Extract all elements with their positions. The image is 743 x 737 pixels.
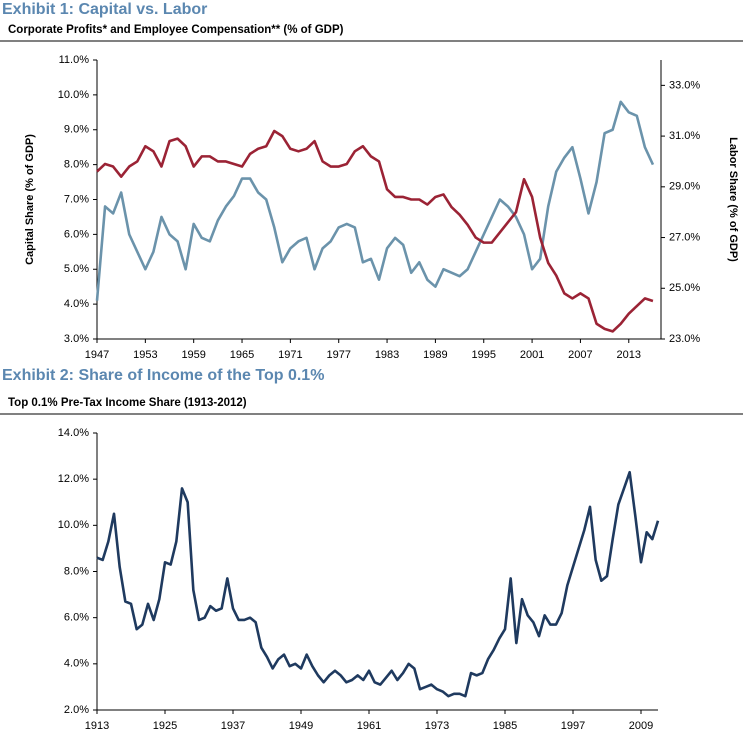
heading: Exhibit 2: Share of Income of the Top 0.… [2, 367, 324, 384]
chart-title: Top 0.1% Pre-Tax Income Share (1913-2012… [8, 397, 247, 409]
x-tick-label: 1961 [357, 720, 381, 732]
x-tick-label: 1973 [425, 720, 449, 732]
x-tick-label: 1925 [153, 720, 177, 732]
x-tick-label: 2009 [629, 720, 653, 732]
y-tick-label: 6.0% [64, 612, 89, 624]
y-tick-label: 9.0% [64, 124, 89, 136]
y2-axis-label: Labor Share (% of GDP) [727, 137, 739, 262]
y-tick-label: 12.0% [58, 473, 89, 485]
y-tick-label: 4.0% [64, 298, 89, 310]
y2-tick-label: 25.0% [669, 282, 700, 294]
y-tick-label: 14.0% [58, 427, 89, 439]
y-tick-label: 3.0% [64, 333, 89, 345]
y-tick-label: 6.0% [64, 228, 89, 240]
y-tick-label: 7.0% [64, 193, 89, 205]
y-tick-label: 4.0% [64, 658, 89, 670]
x-tick-label: 1953 [133, 349, 157, 361]
x-tick-label: 1937 [221, 720, 245, 732]
y-tick-label: 10.0% [58, 89, 89, 101]
y2-tick-label: 33.0% [669, 79, 700, 91]
y-tick-label: 8.0% [64, 159, 89, 171]
chart-title: Corporate Profits* and Employee Compensa… [8, 24, 344, 36]
x-tick-label: 1997 [561, 720, 585, 732]
y-tick-label: 5.0% [64, 263, 89, 275]
data-line [96, 470, 660, 698]
y2-tick-label: 29.0% [669, 181, 700, 193]
x-tick-label: 1947 [85, 349, 109, 361]
data-line [96, 129, 654, 333]
x-tick-label: 1971 [278, 349, 302, 361]
x-tick-label: 2001 [520, 349, 544, 361]
x-tick-label: 1949 [289, 720, 313, 732]
x-tick-label: 1977 [326, 349, 350, 361]
x-tick-label: 1995 [472, 349, 496, 361]
heading: Exhibit 1: Capital vs. Labor [2, 1, 207, 18]
x-tick-label: 1985 [493, 720, 517, 732]
y2-tick-label: 27.0% [669, 231, 700, 243]
x-tick-label: 1989 [423, 349, 447, 361]
y2-tick-label: 23.0% [669, 333, 700, 345]
data-line [95, 100, 655, 301]
y-tick-label: 2.0% [64, 704, 89, 716]
x-tick-label: 1913 [85, 720, 109, 732]
x-tick-label: 2007 [568, 349, 592, 361]
x-tick-label: 2013 [617, 349, 641, 361]
x-tick-label: 1965 [230, 349, 254, 361]
y-tick-label: 8.0% [64, 565, 89, 577]
y-tick-label: 10.0% [58, 519, 89, 531]
y-axis-label: Capital Share (% of GDP) [24, 134, 36, 265]
y-tick-label: 11.0% [59, 54, 90, 66]
x-tick-label: 1959 [181, 349, 205, 361]
x-tick-label: 1983 [375, 349, 399, 361]
y2-tick-label: 31.0% [669, 130, 700, 142]
